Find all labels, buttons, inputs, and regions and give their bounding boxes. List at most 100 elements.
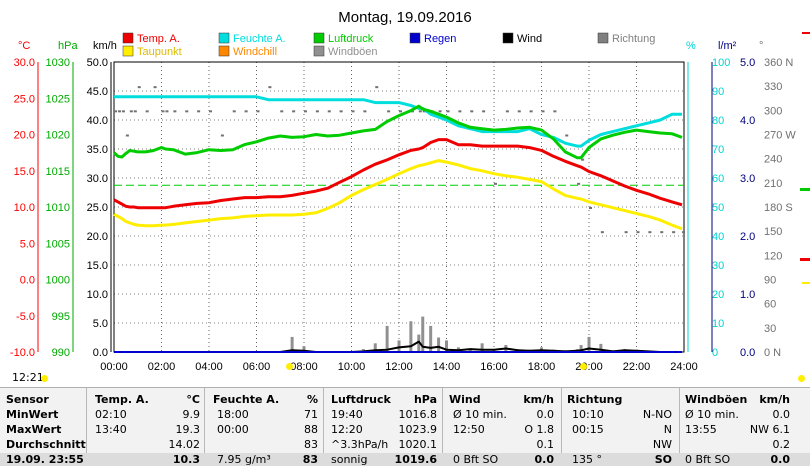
direction-dot	[541, 110, 545, 113]
stat-dir: NW	[652, 438, 672, 451]
direction-dot	[648, 231, 652, 234]
direction-dot	[268, 86, 272, 89]
direction-dot	[529, 110, 533, 113]
y-tick-label: 300	[764, 105, 782, 117]
stat-hum: 83	[304, 438, 318, 451]
stat-hum: 71	[304, 408, 318, 421]
y-tick-label: 30	[764, 323, 776, 335]
sunset-marker-right	[798, 375, 805, 382]
series-line-luftdruck	[112, 104, 683, 160]
direction-dot	[339, 110, 343, 113]
y-tick-label: 15.0	[87, 260, 108, 272]
y-tick-label: 20.0	[87, 231, 108, 243]
y-tick-label: 50.0	[87, 57, 108, 69]
y-tick-label: 120	[764, 250, 782, 262]
y-tick-label: 0	[712, 347, 718, 359]
legend-swatch	[313, 32, 325, 44]
stat-dir: N	[663, 423, 672, 436]
stat-gust: 0.0	[772, 408, 791, 421]
stat-hum-time: 7.95 g/m³	[217, 453, 271, 466]
direction-dot	[600, 231, 604, 234]
header-press-unit: hPa	[413, 393, 437, 406]
stat-temp: 10.3	[172, 453, 200, 466]
y-tick-label: 90	[764, 275, 776, 287]
stat-temp: 14.02	[168, 438, 201, 451]
legend-label: Wind	[517, 33, 542, 45]
direction-dot	[482, 110, 486, 113]
right-edge-markers	[800, 32, 810, 284]
direction-dot	[209, 110, 212, 113]
header-gust-unit: km/h	[759, 393, 790, 406]
legend-label: Luftdruck	[328, 33, 374, 45]
y-tick-label: 70	[712, 144, 724, 156]
chart-legend: Temp. A. Feuchte A. Luftdruck Regen Wind Rich…	[122, 32, 655, 58]
y-tick-label: 5.0	[20, 238, 35, 250]
direction-dot	[117, 110, 121, 113]
direction-dot	[581, 158, 585, 161]
y-tick-label: 10.0	[87, 289, 108, 301]
gust-bar	[579, 345, 583, 352]
direction-dot	[133, 110, 137, 113]
direction-dot	[399, 110, 402, 113]
stat-dir-time: 135 °	[572, 453, 602, 466]
stat-label: MinWert	[6, 408, 59, 421]
y-tick-label: 1.0	[740, 289, 755, 301]
direction-dot	[363, 110, 367, 113]
y-tick-label: 30.0	[87, 173, 108, 185]
legend-swatch	[218, 45, 230, 57]
gust-bar	[421, 316, 425, 352]
x-tick-label: 22:00	[623, 361, 651, 373]
statistics-table: Sensor Temp. A. °C Feuchte A. % Luftdruc…	[0, 387, 810, 466]
y-tick-label: 1025	[46, 93, 70, 105]
right-edge-temp-mark	[802, 32, 810, 34]
sunset-marker	[580, 363, 587, 370]
direction-dot	[114, 110, 117, 113]
gust-bar	[302, 346, 306, 352]
stat-gust-time: 13:55	[685, 423, 717, 436]
gust-bar	[599, 343, 603, 352]
stat-wind: 0.1	[536, 438, 555, 451]
direction-dot	[232, 110, 236, 113]
direction-dot	[125, 134, 129, 137]
stat-press: 1023.9	[398, 423, 438, 436]
y-tick-label: 1005	[46, 238, 70, 250]
stat-gust-time: 0 Bft SO	[685, 453, 731, 466]
direction-dot	[121, 110, 125, 113]
y-tick-label: 60	[712, 173, 724, 185]
stat-dir-time: 10:10	[572, 408, 604, 421]
y-tick-label: 330	[764, 81, 782, 93]
direction-dot	[153, 86, 157, 89]
stat-press-time: 12:20	[331, 423, 363, 436]
stat-temp: 19.3	[175, 423, 201, 436]
direction-dot	[577, 182, 581, 185]
x-tick-label: 02:00	[148, 361, 176, 373]
direction-dot	[553, 110, 557, 113]
stat-temp-time: 13:40	[95, 423, 127, 436]
stat-gust: 0.2	[772, 438, 791, 451]
x-tick-label: 08:00	[290, 361, 318, 373]
y-tick-label: 100	[712, 57, 730, 69]
direction-dot	[197, 110, 201, 113]
stat-wind: O 1.8	[524, 423, 554, 436]
header-sensor: Sensor	[6, 393, 49, 406]
y-axis-ticks: 30.025.020.015.010.05.00.0-5.0-10.010301…	[10, 57, 796, 359]
gust-bar	[480, 343, 484, 352]
stat-hum-time: 18:00	[217, 408, 249, 421]
direction-dot	[517, 110, 521, 113]
y-tick-label: 1030	[46, 57, 70, 69]
header-temp: Temp. A.	[95, 393, 149, 406]
header-wind-unit: km/h	[523, 393, 554, 406]
x-axis-ticks: 00:00 02:00 04:00 06:00 08:00 10:00 12:00 14:00…	[100, 361, 698, 373]
x-tick-label: 10:00	[338, 361, 366, 373]
direction-dot	[494, 182, 497, 185]
y-tick-label: 2.0	[740, 231, 755, 243]
legend-label: Windchill	[233, 46, 277, 58]
axis-unit-labels: °C hPa km/h% l/m² °	[18, 40, 763, 52]
gust-bar	[587, 336, 591, 352]
axis-unit-label: °	[759, 40, 763, 52]
direction-dot	[220, 134, 224, 137]
gust-bar	[397, 340, 401, 352]
stat-hum: 88	[304, 423, 318, 436]
direction-dot	[161, 110, 165, 113]
direction-dot	[682, 231, 686, 234]
